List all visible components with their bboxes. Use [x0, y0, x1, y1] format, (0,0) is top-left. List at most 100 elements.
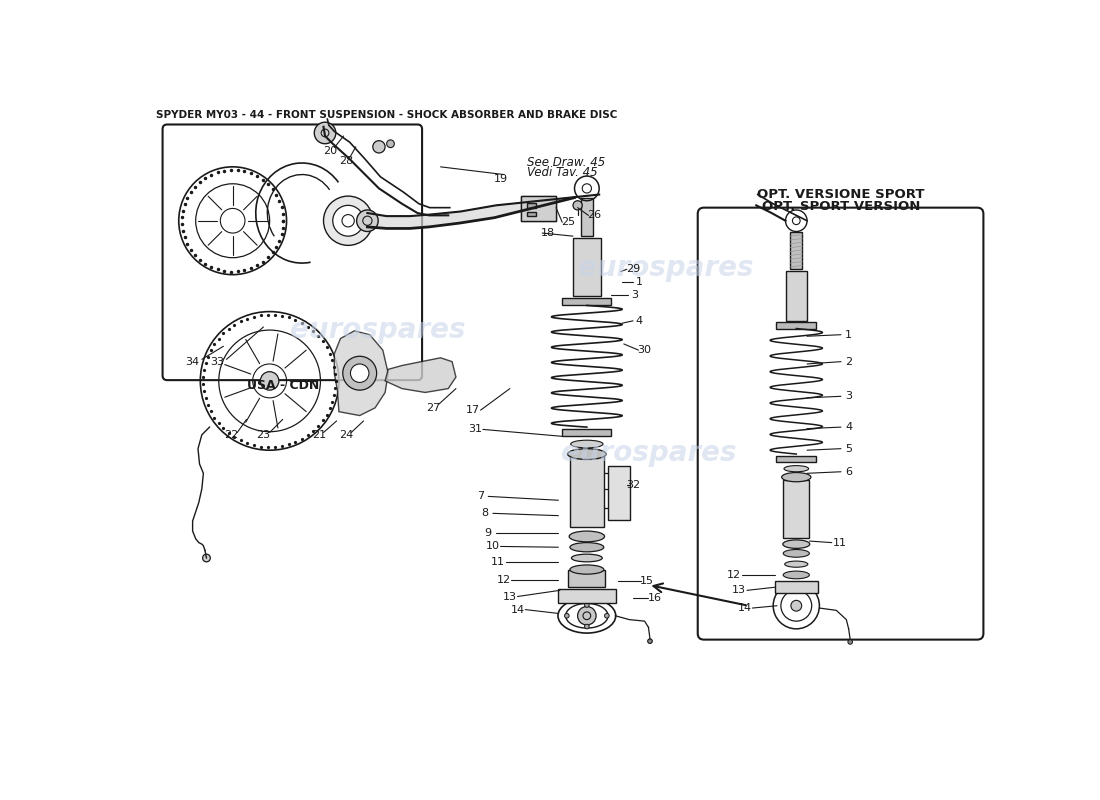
- Text: SPYDER MY03 - 44 - FRONT SUSPENSION - SHOCK ABSORBER AND BRAKE DISC: SPYDER MY03 - 44 - FRONT SUSPENSION - SH…: [156, 110, 617, 120]
- Ellipse shape: [571, 440, 603, 448]
- Polygon shape: [334, 331, 388, 415]
- Text: 26: 26: [587, 210, 602, 220]
- Bar: [562, 429, 612, 436]
- Ellipse shape: [570, 565, 604, 574]
- Text: 9: 9: [485, 528, 492, 538]
- Text: 25: 25: [561, 218, 575, 227]
- Ellipse shape: [572, 554, 603, 562]
- Bar: [785, 270, 807, 321]
- Polygon shape: [367, 194, 600, 229]
- Ellipse shape: [569, 531, 605, 542]
- Text: 7: 7: [477, 491, 484, 502]
- Text: eurospares: eurospares: [578, 254, 754, 282]
- Text: OPT. SPORT VERSION: OPT. SPORT VERSION: [762, 200, 920, 214]
- Polygon shape: [521, 196, 556, 221]
- Polygon shape: [749, 602, 814, 623]
- Text: 24: 24: [340, 430, 354, 440]
- Ellipse shape: [784, 466, 808, 472]
- Text: 32: 32: [626, 480, 640, 490]
- Circle shape: [387, 140, 395, 147]
- Circle shape: [356, 210, 378, 231]
- Text: 10: 10: [486, 542, 499, 551]
- Text: 3: 3: [631, 290, 638, 300]
- Circle shape: [373, 141, 385, 153]
- Bar: [558, 589, 616, 602]
- Bar: [608, 466, 630, 519]
- Bar: [570, 454, 604, 527]
- Text: 16: 16: [648, 593, 661, 603]
- Polygon shape: [385, 358, 455, 393]
- Bar: [562, 298, 612, 306]
- Circle shape: [261, 372, 279, 390]
- Text: 29: 29: [626, 264, 640, 274]
- Text: 13: 13: [733, 586, 746, 595]
- Bar: [783, 480, 810, 538]
- Circle shape: [573, 201, 582, 210]
- Bar: [777, 455, 816, 462]
- Circle shape: [351, 364, 369, 382]
- Text: 3: 3: [845, 391, 853, 402]
- Text: 18: 18: [541, 228, 556, 238]
- Ellipse shape: [783, 540, 810, 548]
- Text: 11: 11: [492, 557, 505, 567]
- Text: 12: 12: [727, 570, 741, 580]
- Circle shape: [584, 624, 590, 629]
- Text: 22: 22: [224, 430, 239, 440]
- Text: See Draw. 45: See Draw. 45: [527, 156, 605, 169]
- Ellipse shape: [570, 542, 604, 552]
- Text: 6: 6: [845, 466, 853, 477]
- Circle shape: [315, 122, 336, 144]
- Text: Vedi Tav. 45: Vedi Tav. 45: [527, 166, 597, 179]
- Ellipse shape: [783, 571, 810, 578]
- Bar: [777, 322, 816, 329]
- Circle shape: [584, 602, 590, 607]
- Ellipse shape: [784, 561, 807, 567]
- Bar: [527, 211, 536, 216]
- Circle shape: [605, 614, 609, 618]
- Circle shape: [343, 356, 376, 390]
- Text: eurospares: eurospares: [289, 316, 465, 344]
- Circle shape: [323, 196, 373, 246]
- Text: 20: 20: [323, 146, 338, 157]
- Text: 8: 8: [482, 508, 488, 518]
- Text: 13: 13: [503, 591, 517, 602]
- Text: USA - CDN: USA - CDN: [246, 379, 319, 392]
- Bar: [581, 198, 593, 236]
- Bar: [521, 196, 557, 221]
- Circle shape: [578, 606, 596, 625]
- Ellipse shape: [568, 449, 606, 459]
- Text: 5: 5: [845, 444, 853, 454]
- Bar: [569, 570, 605, 587]
- Bar: [774, 581, 818, 593]
- Bar: [790, 232, 803, 270]
- Circle shape: [848, 640, 852, 644]
- Circle shape: [564, 614, 569, 618]
- Text: 33: 33: [210, 357, 224, 366]
- Text: 23: 23: [256, 430, 271, 440]
- Text: 17: 17: [465, 405, 480, 415]
- Circle shape: [648, 639, 652, 643]
- Text: 1: 1: [845, 330, 853, 340]
- Text: 21: 21: [311, 430, 326, 440]
- Circle shape: [791, 600, 802, 611]
- Ellipse shape: [783, 550, 810, 558]
- Bar: [573, 238, 601, 296]
- Text: 27: 27: [426, 403, 440, 413]
- Text: 30: 30: [638, 345, 651, 355]
- Text: 11: 11: [833, 538, 846, 547]
- Text: 12: 12: [496, 574, 510, 585]
- Bar: [527, 203, 536, 208]
- Text: 14: 14: [738, 603, 751, 613]
- Circle shape: [332, 206, 363, 236]
- Text: eurospares: eurospares: [561, 439, 736, 467]
- Ellipse shape: [782, 473, 811, 482]
- Text: 4: 4: [845, 422, 853, 432]
- Text: OPT. VERSIONE SPORT: OPT. VERSIONE SPORT: [757, 188, 925, 201]
- Text: 1: 1: [636, 278, 642, 287]
- Text: 14: 14: [510, 605, 525, 614]
- Circle shape: [202, 554, 210, 562]
- Text: 19: 19: [494, 174, 508, 184]
- FancyBboxPatch shape: [697, 208, 983, 640]
- Text: 4: 4: [636, 316, 642, 326]
- Text: 2: 2: [845, 357, 853, 366]
